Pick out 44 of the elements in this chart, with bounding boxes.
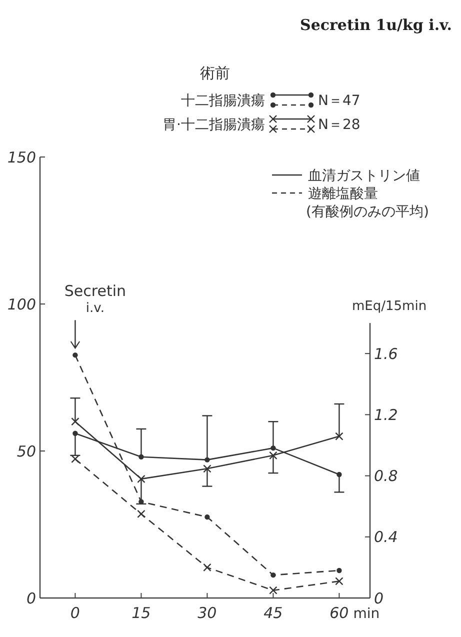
y2-tick-label: 1.2 — [374, 406, 398, 424]
legend-title: 術前 — [200, 64, 230, 82]
point — [270, 572, 276, 578]
point — [335, 432, 344, 440]
y-tick-label: 50 — [16, 442, 36, 460]
point — [336, 472, 342, 478]
y-tick-label: 0 — [26, 589, 36, 608]
x-tick-label: 60 — [330, 604, 349, 622]
point — [270, 445, 276, 451]
point — [336, 568, 342, 574]
y2-tick-label: 1.6 — [374, 344, 398, 363]
annotation: 血清ガストリン値 — [308, 168, 420, 184]
y2-tick-label: 0 — [374, 589, 384, 608]
legend-label: 胃·十二指腸潰瘍 — [162, 116, 265, 133]
y-tick-label: 100 — [7, 295, 36, 314]
annotation: 遊離塩酸量 — [308, 186, 378, 202]
x-tick-label: 30 — [198, 604, 217, 622]
point — [137, 474, 146, 484]
y2-axis-title: mEq/15min — [352, 299, 427, 314]
point — [204, 514, 210, 520]
x-tick-label: 0 — [70, 604, 80, 622]
x-axis-title: min — [353, 606, 380, 622]
x-tick-label: 45 — [264, 604, 283, 622]
y2-tick-label: 0.8 — [374, 467, 398, 486]
x-tick-label: 15 — [132, 604, 151, 622]
text: N＝47 — [318, 92, 360, 109]
point — [269, 586, 278, 594]
point — [72, 430, 78, 436]
y2-tick-label: 0.4 — [374, 528, 398, 546]
point — [203, 563, 212, 572]
annotation: Secretin i.v. — [64, 282, 126, 316]
point — [335, 577, 344, 586]
point — [72, 352, 78, 358]
y-tick-label: 150 — [7, 148, 36, 166]
legend-label: 十二指腸潰瘍 — [181, 92, 265, 109]
point — [138, 454, 144, 460]
point — [204, 457, 210, 462]
point — [269, 451, 278, 460]
point — [71, 418, 80, 426]
annotation: (有酸例のみの平均) — [306, 204, 429, 220]
text: N＝28 — [318, 116, 360, 133]
point — [137, 510, 146, 518]
chart-title: Secretin 1u/kg i.v. — [300, 16, 452, 34]
point — [203, 464, 212, 473]
